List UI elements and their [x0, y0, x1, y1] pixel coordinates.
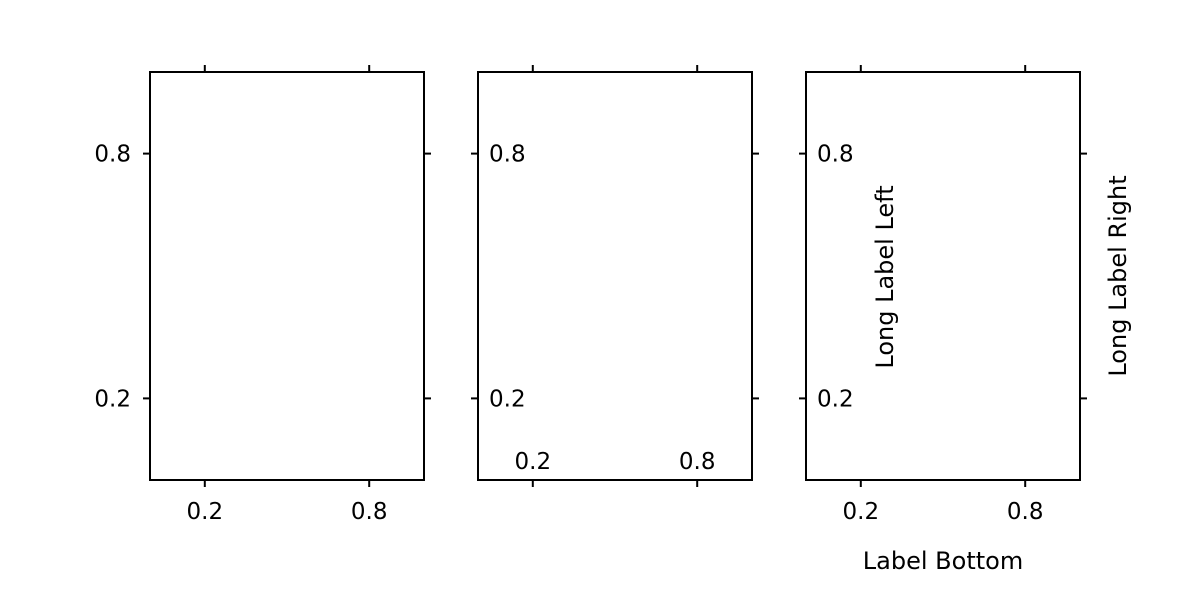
y-axis-label-right: Long Label Right [1104, 175, 1132, 376]
y-tick-label: 0.8 [489, 142, 526, 168]
axes-frame [477, 71, 753, 481]
y-tick-label: 0.8 [817, 142, 854, 168]
x-tick-label: 0.8 [351, 499, 388, 525]
x-tick-label: 0.8 [1007, 499, 1044, 525]
x-tick-label: 0.2 [843, 499, 880, 525]
y-tick-label: 0.2 [94, 386, 131, 412]
y-tick-label: 0.2 [489, 386, 526, 412]
subplot-right: 0.2 0.8 0.2 0.8 [799, 65, 1087, 525]
y-tick-label: 0.2 [817, 386, 854, 412]
axes-frame [805, 71, 1081, 481]
y-tick-label: 0.8 [94, 142, 131, 168]
x-tick-label: 0.2 [515, 449, 552, 475]
axes-frame [149, 71, 425, 481]
subplot-middle: 0.2 0.8 0.2 0.8 [471, 65, 759, 487]
y-axis-label-left: Long Label Left [871, 185, 899, 368]
subplot-left: 0.2 0.8 0.2 0.8 [94, 65, 431, 525]
x-axis-label: Label Bottom [863, 547, 1023, 575]
x-tick-label: 0.2 [187, 499, 224, 525]
x-tick-label: 0.8 [679, 449, 716, 475]
